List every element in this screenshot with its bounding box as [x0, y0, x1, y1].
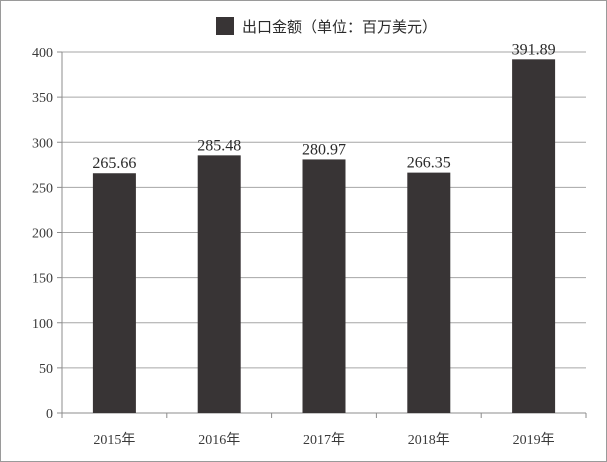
data-label: 391.89	[512, 41, 556, 58]
data-label: 266.35	[407, 155, 451, 172]
legend-label: 出口金额（单位：百万美元）	[242, 18, 437, 36]
x-tick-label: 2015年	[93, 432, 135, 448]
y-tick-label: 0	[46, 407, 53, 422]
data-label: 280.97	[302, 141, 346, 158]
x-axis-ticks: 2015年 2016年 2017年 2018年 2019年	[93, 432, 554, 448]
y-tick-label: 100	[32, 317, 53, 332]
bars	[92, 59, 556, 413]
data-label: 285.48	[197, 137, 241, 154]
x-tick-label: 2018年	[408, 432, 450, 448]
y-tick-label: 200	[32, 227, 53, 242]
legend-swatch	[216, 17, 234, 35]
x-tick-label: 2019年	[513, 432, 555, 448]
y-tick-label: 300	[32, 136, 53, 151]
y-tick-label: 50	[39, 362, 53, 377]
y-tick-label: 150	[32, 272, 53, 287]
y-axis-ticks: 0 50 100 150 200 250 300 350 400	[32, 46, 53, 422]
bar	[512, 59, 556, 413]
bar	[197, 155, 241, 413]
bar	[92, 173, 136, 413]
data-labels: 265.66 285.48 280.97 266.35 391.89	[92, 41, 555, 172]
y-tick-label: 350	[32, 91, 53, 106]
y-tick-label: 250	[32, 181, 53, 196]
y-tick-label: 400	[32, 46, 53, 61]
legend: 出口金额（单位：百万美元）	[216, 17, 437, 36]
bar	[407, 172, 451, 413]
x-tick-label: 2016年	[198, 432, 240, 448]
x-tick-label: 2017年	[303, 432, 345, 448]
data-label: 265.66	[92, 155, 136, 172]
bar	[302, 159, 346, 413]
